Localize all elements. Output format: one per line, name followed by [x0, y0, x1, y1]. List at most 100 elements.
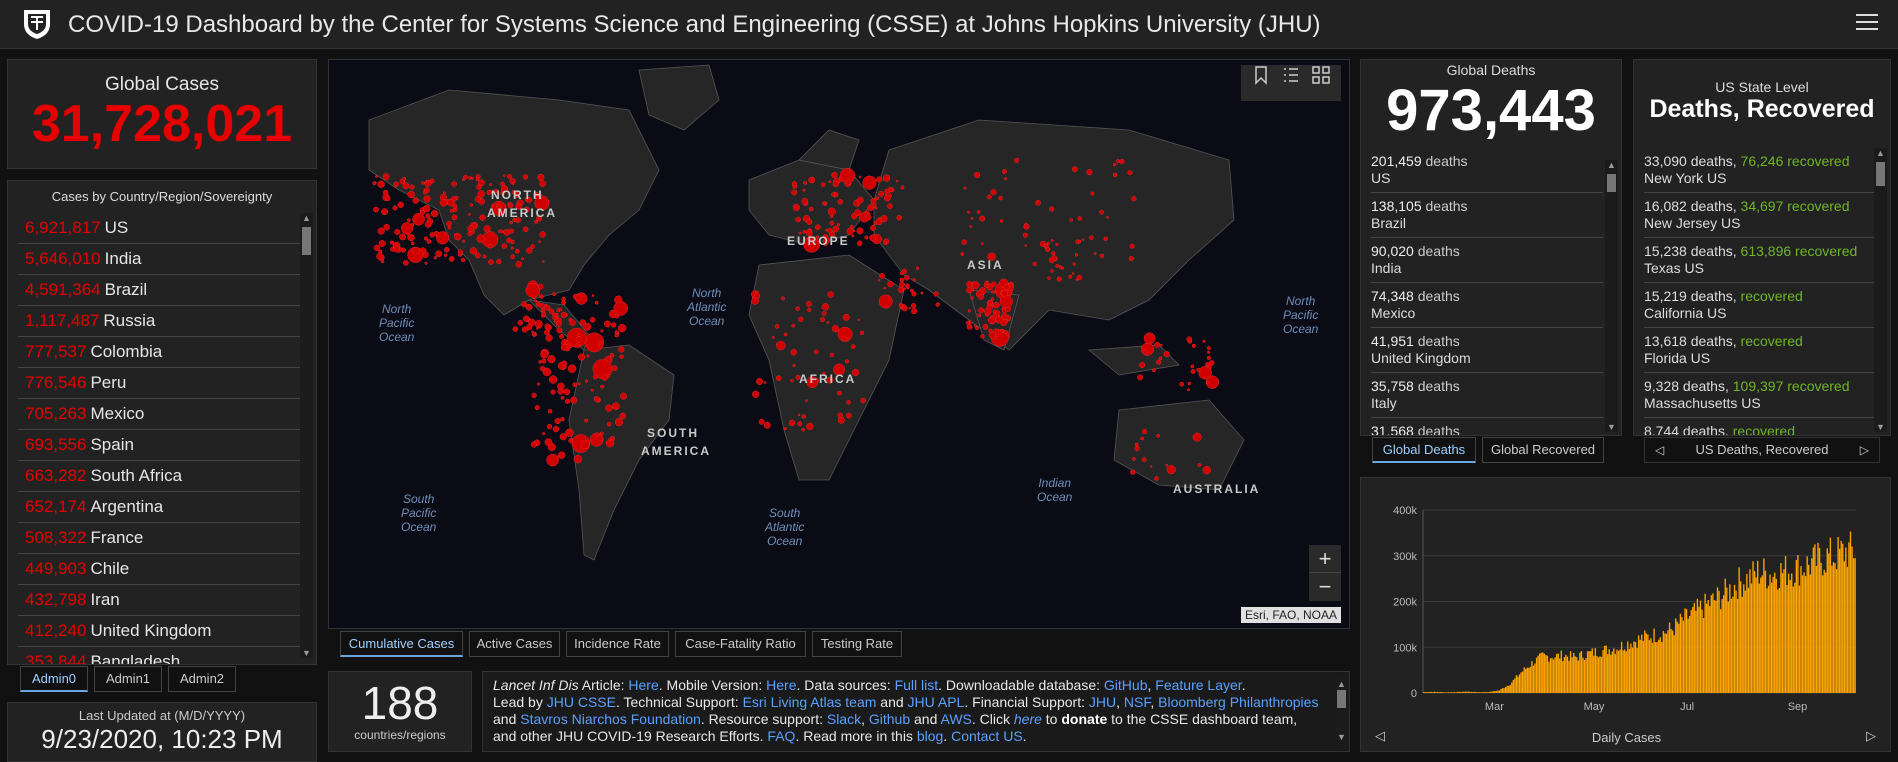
case-marker[interactable] — [586, 354, 590, 358]
daily-case-bar[interactable] — [1800, 566, 1802, 693]
daily-case-bar[interactable] — [1484, 692, 1487, 693]
case-marker[interactable] — [552, 315, 557, 321]
case-marker[interactable] — [798, 316, 804, 322]
daily-case-bar[interactable] — [1709, 606, 1711, 693]
tab-testing-rate[interactable]: Testing Rate — [812, 631, 902, 657]
case-marker[interactable] — [870, 225, 876, 231]
daily-case-bar[interactable] — [1450, 692, 1453, 693]
daily-case-bar[interactable] — [1495, 690, 1498, 693]
state-row[interactable]: 16,082 deaths, 34,697 recovered New Jerse… — [1644, 193, 1874, 238]
case-marker[interactable] — [1004, 177, 1008, 181]
case-marker[interactable] — [867, 204, 875, 211]
daily-case-bar[interactable] — [1472, 692, 1474, 693]
case-marker[interactable] — [969, 224, 973, 228]
case-marker[interactable] — [1005, 315, 1012, 321]
case-marker[interactable] — [591, 294, 595, 297]
daily-case-bar[interactable] — [1443, 692, 1445, 693]
deaths-row[interactable]: 90,020 deaths India — [1371, 238, 1603, 283]
daily-case-bar[interactable] — [1795, 559, 1798, 693]
esri-link[interactable]: Esri Living Atlas team — [742, 694, 877, 710]
case-marker[interactable] — [1077, 216, 1082, 221]
case-marker[interactable] — [394, 228, 401, 235]
case-marker[interactable] — [1206, 381, 1209, 384]
case-marker[interactable] — [461, 178, 465, 182]
case-marker[interactable] — [467, 213, 471, 216]
case-marker[interactable] — [611, 322, 617, 328]
slack-link[interactable]: Slack — [826, 711, 862, 727]
case-marker[interactable] — [898, 303, 903, 308]
daily-case-bar[interactable] — [1436, 692, 1439, 693]
case-marker[interactable] — [887, 203, 893, 209]
daily-case-bar[interactable] — [1715, 600, 1717, 693]
daily-case-bar[interactable] — [1483, 692, 1485, 693]
case-marker[interactable] — [991, 289, 995, 294]
case-marker[interactable] — [880, 215, 888, 223]
daily-case-bar[interactable] — [1658, 639, 1660, 693]
daily-case-bar[interactable] — [1460, 692, 1462, 693]
case-marker[interactable] — [920, 291, 924, 295]
daily-case-bar[interactable] — [1641, 634, 1643, 693]
case-marker[interactable] — [910, 303, 917, 309]
deaths-row[interactable]: 74,348 deaths Mexico — [1371, 283, 1603, 328]
case-marker[interactable] — [1206, 346, 1211, 350]
case-marker[interactable] — [1208, 360, 1215, 366]
daily-case-bar[interactable] — [1831, 565, 1833, 693]
stavros-link[interactable]: Stavros Niarchos Foundation — [520, 711, 701, 727]
case-marker[interactable] — [933, 291, 939, 297]
case-marker[interactable] — [573, 455, 582, 464]
hamburger-menu-icon[interactable] — [1856, 14, 1878, 32]
daily-case-bar[interactable] — [1818, 547, 1821, 693]
case-marker[interactable] — [1071, 272, 1075, 275]
daily-case-bar[interactable] — [1804, 576, 1807, 693]
case-marker[interactable] — [797, 413, 801, 416]
case-marker[interactable] — [883, 240, 888, 245]
case-marker[interactable] — [512, 217, 517, 222]
daily-case-bar[interactable] — [1798, 585, 1801, 693]
case-marker[interactable] — [537, 173, 545, 181]
case-marker[interactable] — [525, 283, 541, 298]
case-marker[interactable] — [399, 233, 407, 241]
case-marker[interactable] — [1129, 243, 1135, 249]
case-marker[interactable] — [901, 305, 908, 312]
case-marker[interactable] — [806, 301, 812, 307]
daily-case-bar[interactable] — [1772, 576, 1774, 693]
case-marker[interactable] — [971, 288, 975, 292]
daily-case-bar[interactable] — [1685, 609, 1688, 693]
case-marker[interactable] — [560, 396, 565, 400]
case-marker[interactable] — [831, 192, 836, 197]
daily-case-bar[interactable] — [1470, 691, 1473, 693]
daily-case-bar[interactable] — [1424, 692, 1426, 693]
daily-case-bar[interactable] — [1433, 691, 1436, 693]
case-marker[interactable] — [541, 358, 547, 364]
daily-case-bar[interactable] — [1749, 569, 1751, 693]
case-marker[interactable] — [815, 224, 821, 231]
daily-case-bar[interactable] — [1693, 602, 1695, 693]
daily-case-bar[interactable] — [1648, 640, 1651, 693]
case-marker[interactable] — [560, 312, 567, 319]
case-marker[interactable] — [831, 325, 840, 333]
case-marker[interactable] — [381, 208, 388, 216]
daily-case-bar[interactable] — [1528, 667, 1530, 693]
daily-case-bar[interactable] — [1546, 655, 1549, 693]
case-marker[interactable] — [556, 327, 563, 334]
daily-case-bar[interactable] — [1845, 547, 1847, 693]
case-marker[interactable] — [439, 199, 448, 207]
case-marker[interactable] — [1187, 388, 1190, 392]
case-marker[interactable] — [542, 367, 552, 377]
case-marker[interactable] — [436, 231, 450, 245]
daily-case-bar[interactable] — [1631, 647, 1634, 693]
daily-case-bar[interactable] — [1453, 692, 1456, 693]
case-marker[interactable] — [420, 209, 426, 215]
case-marker[interactable] — [430, 209, 439, 218]
daily-case-bar[interactable] — [1829, 537, 1832, 693]
case-marker[interactable] — [1089, 235, 1094, 240]
daily-case-bar[interactable] — [1791, 573, 1793, 693]
daily-case-bar[interactable] — [1817, 542, 1819, 693]
case-marker[interactable] — [807, 236, 813, 242]
case-marker[interactable] — [807, 307, 812, 312]
case-marker[interactable] — [506, 237, 512, 244]
daily-case-bar[interactable] — [1783, 569, 1785, 693]
case-marker[interactable] — [1113, 162, 1117, 167]
daily-case-bar[interactable] — [1525, 668, 1527, 693]
case-marker[interactable] — [808, 176, 816, 184]
